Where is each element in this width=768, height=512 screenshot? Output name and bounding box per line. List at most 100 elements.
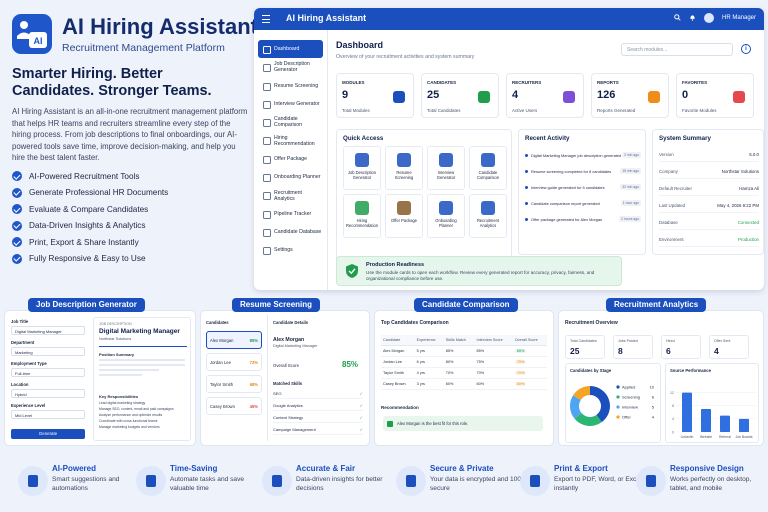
quick-access-candidate-comparison[interactable]: Candidate Comparison [469,146,507,190]
jd-document: JOB DESCRIPTION Digital Marketing Manage… [93,317,191,441]
quick-access-job-description-generator[interactable]: Job Description Generator [343,146,381,190]
stat-card-modules[interactable]: MODULES 9 Total Modules [336,73,414,118]
y-tick-label: 0 [672,430,674,434]
cc-tag: Candidate Comparison [414,298,518,312]
summary-row: Default Recruiter Hamza Ali [659,182,759,196]
module-icon [439,153,453,167]
field-input[interactable]: Full-time [11,368,85,377]
candidate-row[interactable]: Casey Brown 45% [206,397,262,415]
summary-value: Northstar Solutions [721,169,759,174]
donut-slice-screening [574,413,602,426]
quick-access-label: Candidate Comparison [476,170,500,180]
summary-row: Last Updated May 4, 2026 8:22 PM [659,199,759,213]
sidebar-item-pipeline-tracker[interactable]: Pipeline Tracker [258,205,323,223]
quick-access-interview-generator[interactable]: Interview Generator [427,146,465,190]
quick-access-resume-screening[interactable]: Resume Screening [385,146,423,190]
cc-card: Top Candidates Comparison Candidate Exper… [374,310,554,446]
sidebar-item-resume-screening[interactable]: Resume Screening [258,77,323,95]
check-circle-icon [12,237,22,248]
stat-card-candidates[interactable]: CANDIDATES 25 Total Candidates [421,73,499,118]
stat-card-recruiters[interactable]: RECRUITERS 4 Active Users [506,73,584,118]
check-icon: ✓ [359,415,363,420]
field-input[interactable]: Marketing [11,347,85,356]
sidebar-item-job-description-generator[interactable]: Job Description Generator [258,58,323,76]
module-icon [355,201,369,215]
summary-value: Connected [737,220,759,225]
activity-dot-icon [525,201,528,205]
activity-dot-icon [525,153,528,157]
search-icon[interactable] [674,14,681,22]
field-input[interactable]: Hybrid [11,389,85,398]
quick-access-onboarding-planner[interactable]: Onboarding Planner [427,194,465,238]
stat-icon [563,91,575,103]
table-cell: 4 yrs [414,367,444,379]
stat-card-favorites[interactable]: FAVORITES 0 Favorite Modules [676,73,754,118]
field-label: Employment Type [11,361,47,366]
table-cell: 60% [512,378,547,390]
table-cell: 75% [512,356,547,368]
summary-key: Default Recruiter [659,186,692,191]
candidate-row[interactable]: Jordan Lee 72% [206,353,262,371]
candidate-score: 85% [249,337,258,343]
stat-value: 25 [427,89,440,101]
lock-icon [396,466,426,496]
comparison-table: Candidate Experience Skills Match Interview… [381,335,547,390]
sidebar-item-dashboard[interactable]: Dashboard [258,40,323,59]
check-icon: ✓ [359,427,363,432]
ra-card: Recruitment Overview Total Candidates 25 J… [558,310,764,446]
ra-tag: Recruitment Analytics [606,298,707,312]
user-name[interactable]: HR Manager [721,15,756,21]
stat-card-reports[interactable]: REPORTS 126 Reports Generated [591,73,669,118]
sidebar-item-onboarding-planner[interactable]: Onboarding Planner [258,168,323,186]
search-input[interactable]: Search modules... [621,43,733,56]
sidebar-item-label: Settings [274,247,293,254]
stat-icon [733,91,745,103]
quick-access-offer-package[interactable]: Offer Package [385,194,423,238]
quick-access-recruitment-analytics[interactable]: Recruitment Analytics [469,194,507,238]
field-input[interactable]: Mid Level [11,410,85,419]
score-pill: 70% [514,371,527,375]
sidebar-item-offer-package[interactable]: Offer Package [258,150,323,168]
app-bar-title: AI Hiring Assistant [286,13,367,23]
generate-button[interactable]: Generate [11,429,85,439]
top-bar: AI Hiring Assistant HR Manager [254,8,764,30]
info-icon[interactable]: i [741,44,751,54]
sidebar-item-hiring-recommendation[interactable]: Hiring Recommendation [258,131,323,149]
quick-access-label: Onboarding Planner [435,218,457,228]
check-icon: ✓ [359,403,363,408]
table-cell: 70% [443,367,475,379]
skill-name: SEO [273,391,282,396]
source-bar-chart: 0 4 8 12 LinkedIn Website Referral Job Boards [670,391,756,439]
hero-description: AI Hiring Assistant is an all-in-one rec… [12,107,248,162]
activity-text: Interview guide generated for 5 candidat… [531,184,605,190]
quick-access-hiring-recommendation[interactable]: Hiring Recommendation [343,194,381,238]
app-subtitle: Recruitment Management Platform [62,42,225,54]
summary-key: Environment [659,237,684,242]
kpi-card: Hired 6 [661,335,701,359]
benefit-desc: Your data is encrypted and 100% secure [430,476,527,492]
table-header: Experience [414,335,444,346]
sidebar-item-candidate-comparison[interactable]: Candidate Comparison [258,113,323,131]
sidebar-item-label: Offer Package [274,155,308,162]
menu-icon[interactable] [262,15,270,23]
field-input[interactable]: Digital Marketing Manager [11,326,85,335]
quick-access-label: Offer Package [390,218,418,223]
user-avatar[interactable] [703,13,714,23]
skills-heading: Matched Skills [273,381,303,386]
bell-icon[interactable] [689,14,696,22]
sidebar-item-recruitment-analytics[interactable]: Recruitment Analytics [258,186,323,204]
feature-text: AI-Powered Recruitment Tools [29,171,140,181]
recommendation-text: Alex Morgan is the best fit for this rol… [397,421,469,426]
table-cell: 5 yrs [414,345,444,357]
sidebar-item-candidate-database[interactable]: Candidate Database [258,223,323,241]
benefit-title: Print & Export [554,464,608,473]
candidate-row[interactable]: Alex Morgan 85% [206,331,262,349]
sidebar-item-settings[interactable]: Settings [258,241,323,259]
summary-row: Database Connected [659,216,759,230]
candidate-row[interactable]: Taylor Smith 68% [206,375,262,393]
sidebar-item-interview-generator[interactable]: Interview Generator [258,95,323,113]
skill-row: Google Analytics ✓ [273,403,363,411]
check-circle-icon [12,187,22,198]
activity-time: 2 hours ago [619,216,641,222]
donut-slice-offer [573,386,590,401]
